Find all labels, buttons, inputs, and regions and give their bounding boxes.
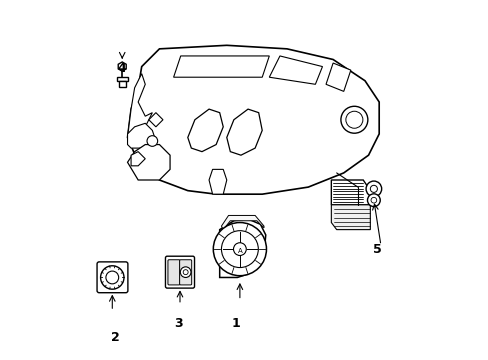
Polygon shape — [331, 205, 369, 230]
Polygon shape — [226, 109, 262, 155]
Polygon shape — [209, 169, 226, 194]
Circle shape — [345, 111, 362, 128]
Polygon shape — [127, 74, 152, 138]
FancyBboxPatch shape — [165, 256, 194, 288]
Circle shape — [183, 270, 188, 275]
Polygon shape — [325, 63, 350, 91]
Circle shape — [369, 185, 377, 192]
Polygon shape — [173, 56, 269, 77]
Text: 4: 4 — [118, 62, 126, 75]
Circle shape — [106, 271, 119, 284]
Text: 3: 3 — [174, 317, 183, 330]
Text: 5: 5 — [372, 243, 381, 256]
Polygon shape — [221, 215, 264, 230]
Polygon shape — [127, 45, 378, 194]
Circle shape — [340, 106, 367, 133]
Circle shape — [233, 243, 246, 256]
Circle shape — [180, 267, 191, 278]
Polygon shape — [148, 113, 163, 127]
Text: 1: 1 — [231, 317, 240, 330]
Polygon shape — [127, 123, 156, 148]
Circle shape — [101, 266, 124, 289]
Polygon shape — [331, 180, 369, 205]
Circle shape — [370, 197, 376, 203]
Text: A: A — [237, 248, 242, 254]
Polygon shape — [116, 77, 128, 81]
FancyBboxPatch shape — [179, 260, 191, 285]
Polygon shape — [127, 145, 170, 180]
Polygon shape — [219, 219, 265, 278]
FancyBboxPatch shape — [97, 262, 128, 293]
Polygon shape — [131, 152, 145, 166]
Circle shape — [213, 222, 266, 276]
FancyBboxPatch shape — [167, 260, 180, 285]
Circle shape — [367, 194, 380, 207]
Circle shape — [147, 136, 157, 146]
Circle shape — [366, 181, 381, 197]
Polygon shape — [187, 109, 223, 152]
Polygon shape — [269, 56, 322, 84]
Circle shape — [221, 231, 258, 267]
Polygon shape — [118, 62, 126, 71]
Polygon shape — [119, 81, 125, 87]
Text: 2: 2 — [110, 331, 119, 344]
